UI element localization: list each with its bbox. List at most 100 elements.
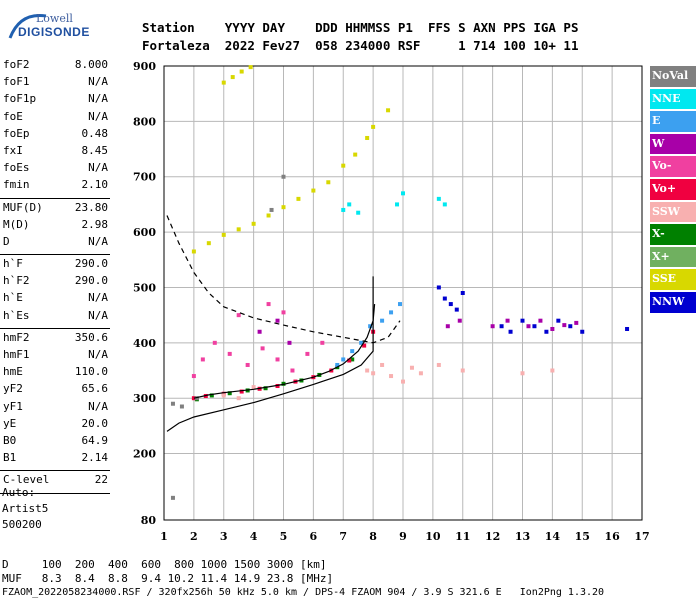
param-separator	[0, 327, 110, 329]
echo-point	[562, 323, 567, 328]
echo-point	[347, 358, 352, 363]
echo-point	[538, 318, 543, 323]
echo-point	[266, 302, 271, 307]
x-tick-label: 12	[485, 530, 500, 543]
echo-point	[442, 202, 447, 207]
echo-point	[248, 65, 253, 70]
echo-point	[365, 135, 370, 140]
echo-point	[389, 374, 394, 379]
lowell-logo	[6, 8, 76, 42]
param-row: hmF2 350.6	[0, 331, 110, 348]
echo-point	[281, 310, 286, 315]
echo-point	[341, 163, 346, 168]
param-key: foF1	[3, 75, 30, 89]
param-key: B0	[3, 433, 17, 447]
param-key: fxI	[3, 143, 23, 157]
param-row: C-level 22	[0, 473, 110, 490]
param-value: 20.0	[81, 416, 109, 430]
x-tick-label: 4	[250, 530, 258, 543]
param-row: D N/A	[0, 235, 110, 252]
param-row: hmE 110.0	[0, 365, 110, 382]
echo-point	[520, 371, 525, 376]
param-value: 64.9	[81, 433, 109, 447]
param-key: h`F	[3, 257, 23, 271]
echo-point	[275, 357, 280, 362]
legend-item: SSW	[650, 201, 696, 223]
echo-point	[365, 368, 370, 373]
echo-point	[436, 196, 441, 201]
echo-point	[341, 207, 346, 212]
x-tick-label: 7	[339, 530, 347, 543]
param-separator	[0, 254, 110, 256]
echo-point	[550, 368, 555, 373]
param-separator	[0, 492, 110, 494]
x-tick-label: 9	[399, 530, 407, 543]
x-tick-label: 2	[190, 530, 198, 543]
echo-point	[353, 152, 358, 157]
echo-point	[398, 302, 403, 307]
x-tick-label: 6	[310, 530, 318, 543]
x-tick-label: 11	[455, 530, 470, 543]
param-value: 110.0	[74, 365, 108, 379]
echo-point	[574, 320, 579, 325]
echo-point	[209, 393, 214, 398]
param-row: yE 20.0	[0, 417, 110, 434]
param-value: 22	[94, 473, 108, 487]
echo-point	[401, 191, 405, 196]
param-row: h`F2 290.0	[0, 274, 110, 291]
echo-point	[287, 340, 292, 345]
param-key: h`E	[3, 291, 23, 305]
echo-point	[350, 349, 355, 354]
echo-point	[191, 374, 196, 379]
echo-point	[230, 75, 235, 80]
y-tick-label: 600	[133, 226, 156, 239]
x-tick-label: 3	[220, 530, 228, 543]
param-row: B1 2.14	[0, 451, 110, 468]
param-row: fmin 2.10	[0, 178, 110, 195]
y-tick-label: 700	[133, 171, 156, 184]
echo-point	[380, 318, 385, 323]
x-tick-label: 15	[575, 530, 590, 543]
param-value: 350.6	[74, 330, 108, 344]
param-value: N/A	[88, 291, 108, 305]
echo-point	[368, 324, 373, 329]
echo-point	[359, 340, 364, 345]
param-value: N/A	[88, 234, 108, 248]
param-key: MUF(D)	[3, 200, 43, 214]
echo-point	[386, 108, 391, 113]
param-key: foF2	[3, 58, 30, 71]
x-tick-label: 8	[369, 530, 377, 543]
param-key: yE	[3, 416, 17, 430]
echo-point	[580, 329, 585, 334]
echo-point	[454, 307, 459, 312]
param-row: h`F 290.0	[0, 257, 110, 274]
legend-item: E	[650, 111, 696, 132]
echo-point	[311, 188, 316, 193]
param-row: foEs N/A	[0, 161, 110, 178]
echo-point	[341, 357, 346, 362]
echo-point	[191, 396, 196, 401]
echo-point	[221, 232, 226, 237]
echo-point	[389, 310, 394, 315]
y-tick-label: 400	[133, 337, 156, 350]
echo-point	[505, 318, 510, 323]
echo-point	[457, 318, 462, 323]
param-value: N/A	[88, 399, 108, 413]
echo-point	[347, 202, 352, 207]
param-key: h`F2	[3, 274, 30, 288]
plot-frame	[163, 65, 643, 521]
x-tick-label: 17	[634, 530, 649, 543]
param-value: N/A	[88, 75, 108, 89]
echo-point	[418, 371, 423, 376]
param-value: 65.6	[81, 382, 109, 396]
echo-point	[350, 357, 355, 362]
echo-point	[269, 207, 274, 212]
echo-point	[371, 371, 376, 376]
param-value: N/A	[88, 109, 108, 123]
echo-point	[221, 393, 226, 398]
param-row: foE N/A	[0, 110, 110, 127]
param-key: C-level	[3, 473, 50, 487]
auto-code: 500200	[2, 518, 42, 531]
echo-point	[290, 368, 295, 373]
param-value: 23.80	[74, 200, 108, 214]
